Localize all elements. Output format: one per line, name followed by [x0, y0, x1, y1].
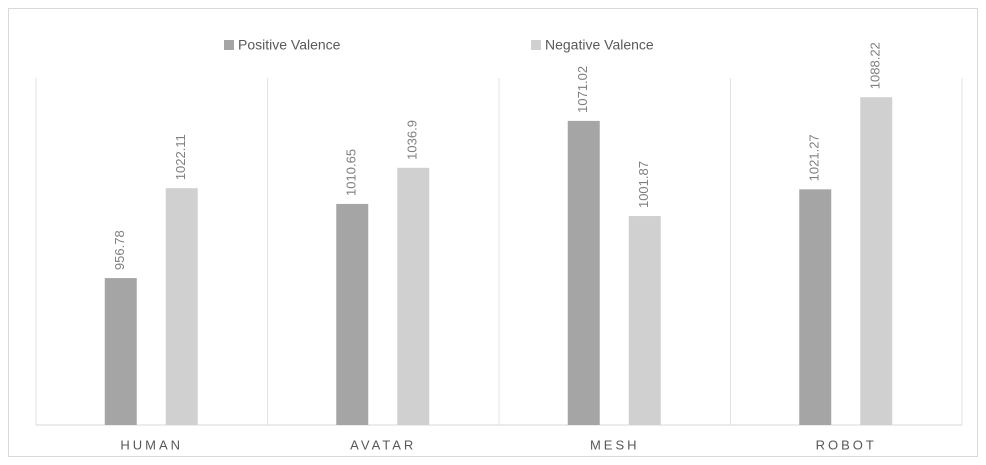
data-label: 956.78 — [112, 230, 127, 270]
bar — [104, 278, 137, 425]
bar — [165, 188, 198, 425]
legend-swatch — [531, 40, 541, 50]
x-tick-label: MESH — [590, 437, 640, 452]
bar — [567, 120, 600, 426]
legend-label: Negative Valence — [545, 37, 654, 53]
bar — [799, 189, 832, 425]
bar — [860, 97, 893, 425]
data-label: 1036.9 — [405, 120, 420, 160]
data-label: 1088.22 — [868, 42, 883, 89]
legend-swatch — [224, 40, 234, 50]
bar — [628, 216, 661, 425]
data-label: 1021.27 — [807, 134, 822, 181]
bar — [397, 167, 430, 425]
bar — [336, 203, 369, 425]
data-label: 1010.65 — [344, 149, 359, 196]
data-label: 1022.11 — [173, 134, 188, 180]
x-tick-label: ROBOT — [816, 437, 877, 452]
data-label: 1071.02 — [575, 66, 590, 113]
data-label: 1001.87 — [636, 161, 651, 208]
legend-label: Positive Valence — [238, 37, 341, 53]
x-tick-label: HUMAN — [120, 437, 183, 452]
x-tick-label: AVATAR — [350, 437, 416, 452]
chart-border — [8, 8, 978, 457]
